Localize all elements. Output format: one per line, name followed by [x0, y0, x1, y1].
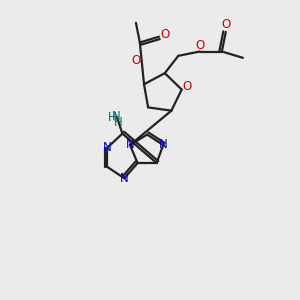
- Text: O: O: [221, 18, 230, 32]
- Text: N: N: [120, 172, 129, 185]
- Text: H: H: [108, 111, 116, 124]
- Text: O: O: [160, 28, 169, 41]
- Text: O: O: [182, 80, 191, 93]
- Text: O: O: [195, 39, 205, 52]
- Text: N: N: [103, 141, 112, 154]
- Text: N: N: [112, 110, 121, 123]
- Text: N: N: [159, 139, 168, 152]
- Text: O: O: [131, 54, 140, 67]
- Text: N: N: [126, 139, 134, 152]
- Text: H: H: [113, 116, 122, 129]
